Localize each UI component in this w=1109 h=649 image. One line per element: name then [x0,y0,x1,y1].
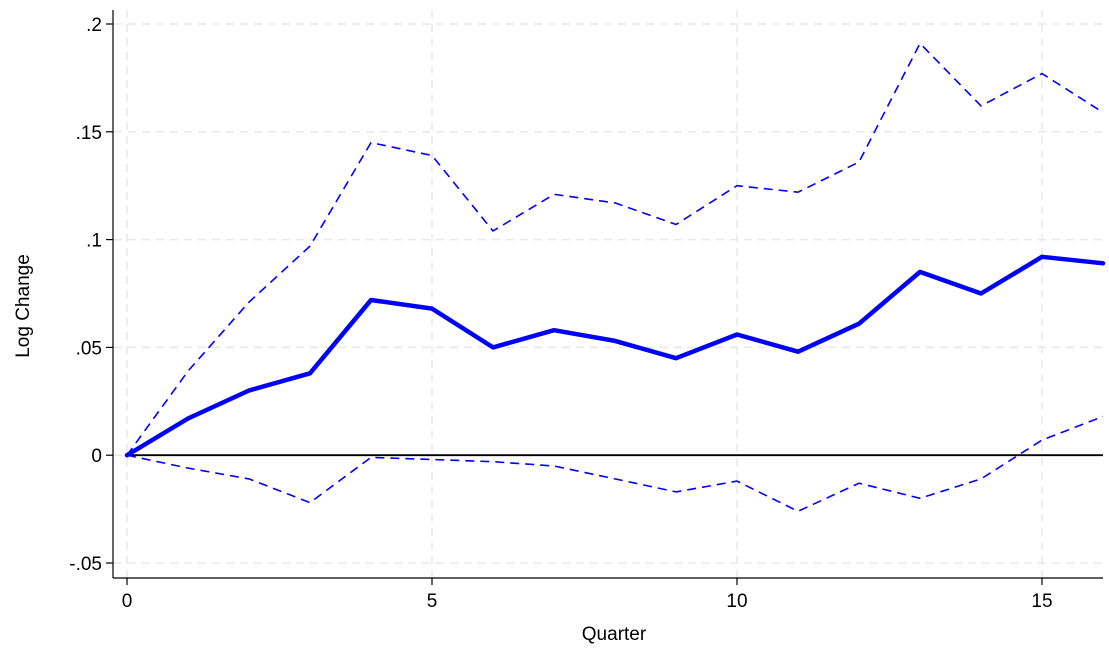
y-tick-label: 0 [91,446,102,467]
x-tick-label: 10 [726,591,747,612]
y-tick-label: -.05 [69,554,102,575]
y-tick-label: .2 [86,15,102,36]
plot-series [124,42,1106,513]
x-tick-label: 0 [122,591,133,612]
y-tick-label: .15 [76,123,102,144]
tick-labels: -.05 0 .05 .1 .15 .2 0 5 10 15 [69,15,1052,612]
axes [106,10,1103,585]
x-axis-title: Quarter [582,624,647,645]
lower-bound-line [126,415,1104,513]
x-tick-label: 5 [427,591,438,612]
y-tick-label: .1 [86,231,102,252]
y-axis-title: Log Change [13,254,34,358]
x-tick-label: 15 [1031,591,1052,612]
upper-bound-line [126,42,1104,456]
grid [114,10,1103,578]
estimate-line [124,254,1106,458]
y-tick-label: .05 [76,338,102,359]
